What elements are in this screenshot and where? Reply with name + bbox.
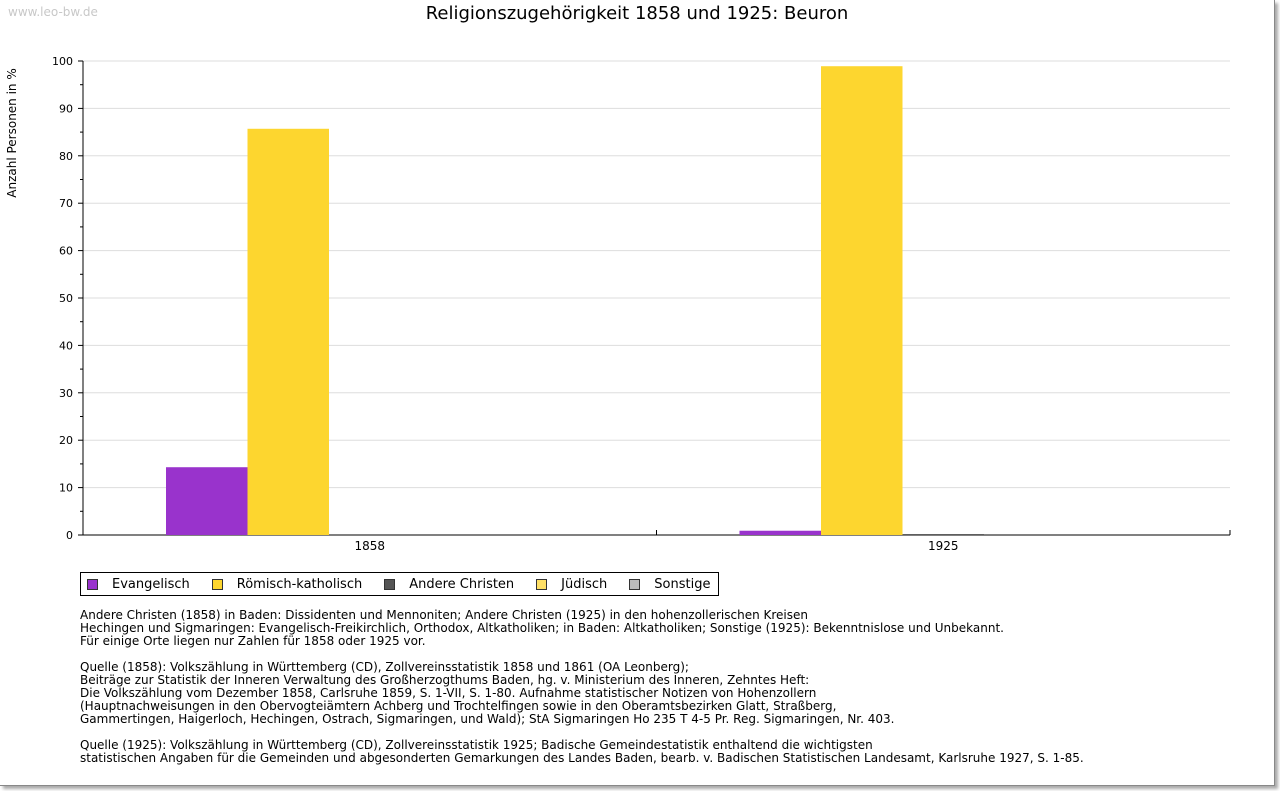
y-tick-label: 40 <box>59 339 73 352</box>
legend-swatch <box>211 578 223 590</box>
legend-item: Evangelisch <box>87 577 190 592</box>
legend-label: Römisch-katholisch <box>236 576 363 592</box>
legend-swatch <box>536 578 548 590</box>
y-tick-label: 30 <box>59 387 73 400</box>
x-tick-label: 1925 <box>928 539 959 553</box>
chart-title: Religionszugehörigkeit 1858 und 1925: Be… <box>425 3 849 24</box>
bar-r-misch-katholisch-1925 <box>821 66 903 536</box>
x-tick-label: 1858 <box>354 539 385 553</box>
legend-swatch <box>629 578 641 590</box>
bar-evangelisch-1925 <box>739 530 821 535</box>
legend-item: Jüdisch <box>536 577 607 592</box>
y-axis-label: Anzahl Personen in % <box>5 68 19 198</box>
legend-item: Sonstige <box>629 577 710 592</box>
legend-swatch <box>384 578 396 590</box>
y-tick-label: 20 <box>59 434 73 447</box>
legend-item: Römisch-katholisch <box>211 576 363 592</box>
legend-label: Andere Christen <box>409 576 515 592</box>
bar-r-misch-katholisch-1858 <box>247 128 329 536</box>
legend-label: Evangelisch <box>112 576 190 592</box>
bar-evangelisch-1858 <box>166 467 248 535</box>
legend-label: Jüdisch <box>561 576 608 592</box>
chart-legend: Evangelisch Römisch-katholisch Andere Chri… <box>80 572 720 596</box>
y-tick-label: 80 <box>59 150 73 163</box>
note-paragraph: Andere Christen (1858) in Baden: Disside… <box>80 608 1004 648</box>
bar-andere-christen-1925 <box>902 534 984 535</box>
y-tick-label: 90 <box>59 102 73 115</box>
y-tick-label: 70 <box>59 197 73 210</box>
bar-chart: 0 10 20 30 40 50 60 70 80 90 100 Anzahl Personen in… <box>5 55 1231 553</box>
y-tick-label: 60 <box>59 245 73 258</box>
chart-notes: Andere Christen (1858) in Baden: Disside… <box>80 609 1084 778</box>
legend-label: Sonstige <box>654 576 711 592</box>
y-tick-label: 0 <box>66 529 73 542</box>
y-tick-label: 10 <box>59 482 73 495</box>
y-tick-label: 50 <box>59 292 73 305</box>
legend-item: Andere Christen <box>384 577 514 592</box>
note-paragraph: Quelle (1925): Volkszählung in Württembe… <box>80 738 1084 765</box>
watermark: www.leo-bw.de <box>8 5 98 19</box>
legend-swatch <box>87 578 98 590</box>
note-paragraph: Quelle (1858): Volkszählung in Württembe… <box>80 660 895 726</box>
y-tick-label: 100 <box>52 55 73 68</box>
